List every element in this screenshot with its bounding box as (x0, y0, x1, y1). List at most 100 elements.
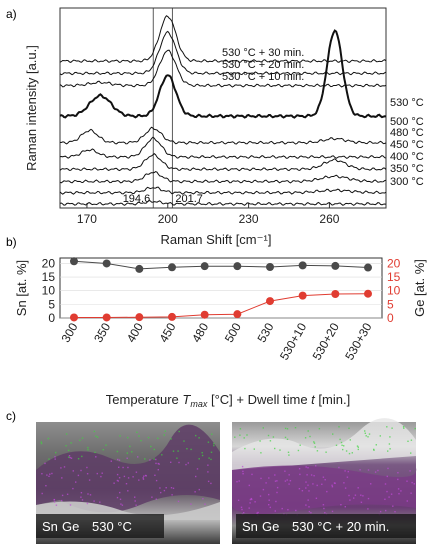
raman-y-axis-title: Raman intensity [a.u.] (24, 45, 39, 171)
raman-reference-lines: 194.6 201.7 (123, 8, 203, 208)
speckle (63, 466, 66, 468)
speckle (54, 458, 56, 460)
speckle (344, 487, 347, 489)
speckle (153, 448, 155, 451)
speckle (324, 512, 326, 514)
raman-curve (59, 29, 387, 119)
speckle (53, 501, 56, 503)
composition-line-sn (73, 260, 369, 270)
speckle (357, 487, 359, 489)
speckle (147, 436, 150, 439)
sn-axis-tick-label: 10 (42, 284, 56, 298)
category-tick-label: 530+30 (342, 320, 374, 362)
speckle (288, 474, 290, 476)
speckle (178, 461, 180, 464)
speckle (135, 471, 138, 473)
speckle (60, 467, 62, 469)
speckle (338, 466, 340, 469)
micrograph-530-label-box (36, 514, 164, 538)
speckle (387, 450, 389, 452)
speckle (276, 491, 278, 494)
category-tick-label: 400 (124, 320, 146, 345)
speckle (81, 499, 84, 501)
speckle (348, 427, 350, 429)
speckle (249, 502, 251, 504)
speckle (155, 479, 158, 482)
speckle (357, 446, 359, 448)
speckle (259, 440, 261, 442)
speckle (201, 454, 204, 457)
speckle (160, 491, 162, 494)
speckle (210, 451, 213, 453)
speckle (134, 496, 136, 498)
speckle (149, 459, 151, 461)
speckle (318, 428, 321, 430)
speckle (299, 473, 301, 476)
micrograph-530-20-ge-label: Ge (262, 519, 279, 534)
speckle (391, 427, 393, 429)
raman-curve (59, 136, 387, 160)
speckle (186, 448, 188, 450)
speckle (155, 498, 157, 500)
speckle (41, 492, 43, 495)
speckle (241, 508, 243, 511)
speckle (321, 483, 323, 485)
speckle (198, 437, 200, 439)
composition-x-axis-title: Temperature Tmax [°C] + Dwell time t [mi… (106, 392, 350, 409)
composition-point-sn (266, 263, 274, 271)
speckle (275, 500, 277, 503)
speckle (307, 499, 309, 501)
composition-point-sn (168, 263, 176, 272)
speckle (116, 450, 119, 453)
speckle (113, 482, 115, 484)
speckle (72, 487, 74, 490)
speckle (360, 494, 362, 496)
speckle (387, 467, 389, 470)
speckle (364, 430, 366, 432)
speckle (386, 490, 388, 493)
speckle (365, 435, 367, 437)
speckle (356, 445, 359, 447)
speckle (354, 494, 357, 496)
speckle (389, 448, 391, 450)
speckle (210, 458, 212, 461)
speckle (322, 504, 325, 506)
speckle (244, 447, 246, 450)
speckle (207, 464, 209, 466)
category-tick-label: 300 (58, 320, 80, 345)
speckle (131, 451, 133, 453)
speckle (80, 496, 82, 498)
speckle (68, 455, 71, 457)
speckle (384, 483, 387, 485)
speckle (138, 435, 140, 437)
speckle (284, 480, 287, 482)
speckle (158, 463, 160, 465)
speckle (68, 456, 70, 458)
speckle (155, 462, 157, 465)
speckle (344, 470, 346, 472)
speckle (410, 439, 413, 441)
speckle (171, 494, 173, 496)
speckle (388, 443, 391, 445)
category-tick-label: 480 (189, 320, 211, 345)
speckle (119, 435, 121, 437)
speckle (284, 470, 286, 472)
raman-curves (59, 15, 387, 206)
speckle (343, 482, 345, 484)
speckle (89, 494, 92, 496)
raman-curve-label: 450 °C (390, 139, 424, 151)
speckle (268, 499, 270, 501)
raman-x-axis-title: Raman Shift [cm⁻¹] (161, 232, 272, 247)
speckle (117, 480, 119, 482)
speckle (45, 485, 47, 487)
speckle (360, 501, 363, 503)
speckle (77, 458, 80, 460)
speckle (86, 502, 89, 505)
sn-axis-title: Sn [at. %] (14, 260, 29, 316)
speckle (392, 505, 394, 507)
micrograph-530-speckles (40, 430, 215, 506)
speckle (333, 482, 336, 484)
speckle (150, 445, 152, 448)
